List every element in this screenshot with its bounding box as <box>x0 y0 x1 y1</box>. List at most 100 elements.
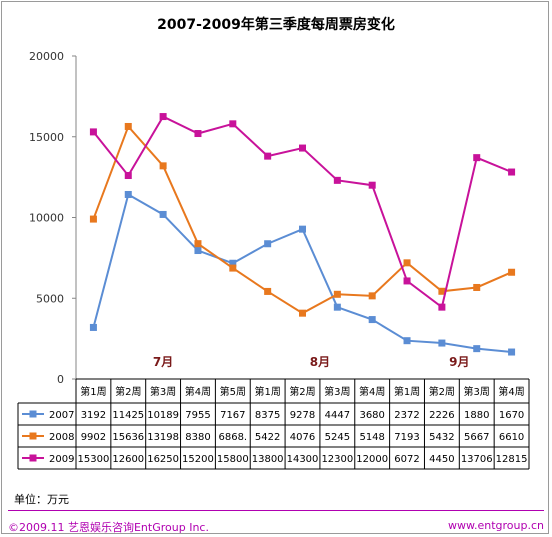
data-label: 12600 <box>112 454 144 465</box>
data-label: 12300 <box>321 454 353 465</box>
data-point-2009 <box>333 176 341 184</box>
data-label: 1880 <box>464 410 489 421</box>
website-link[interactable]: www.entgroup.cn <box>448 519 544 532</box>
month-label: 8月 <box>310 355 330 369</box>
month-label: 7月 <box>153 355 173 369</box>
footer-divider <box>8 510 544 511</box>
data-label: 2226 <box>429 410 454 421</box>
data-label: 3680 <box>359 410 384 421</box>
x-tick-label: 第4周 <box>185 385 211 398</box>
copyright-text: ©2009.11 艺恩娱乐咨询EntGroup Inc. <box>8 521 209 534</box>
data-label: 7167 <box>220 410 245 421</box>
legend-key-marker-2009 <box>29 454 37 462</box>
data-point-2007 <box>89 323 97 331</box>
data-label: 15800 <box>217 454 249 465</box>
data-point-2008 <box>194 240 202 248</box>
data-point-2007 <box>264 240 272 248</box>
x-tick-label: 第4周 <box>359 385 385 398</box>
data-point-2008 <box>333 290 341 298</box>
data-label: 15300 <box>78 454 110 465</box>
data-label: 12000 <box>356 454 388 465</box>
data-point-2008 <box>229 264 237 272</box>
data-label: 4076 <box>290 432 315 443</box>
x-tick-label: 第3周 <box>150 385 176 398</box>
x-tick-label: 第3周 <box>464 385 490 398</box>
data-label: 13800 <box>252 454 284 465</box>
x-tick-label: 第3周 <box>324 385 350 398</box>
x-tick-label: 第2周 <box>289 385 315 398</box>
data-point-2009 <box>229 120 237 128</box>
data-point-2009 <box>473 154 481 162</box>
data-point-2009 <box>508 168 516 176</box>
data-point-2007 <box>368 316 376 324</box>
y-tick-label: 15000 <box>29 131 64 144</box>
data-point-2009 <box>194 130 202 138</box>
x-tick-label: 第1周 <box>394 385 420 398</box>
data-point-2008 <box>508 268 516 276</box>
legend-label: 2007 <box>49 410 74 421</box>
data-label: 5422 <box>255 432 280 443</box>
data-point-2009 <box>89 128 97 136</box>
data-label: 6072 <box>394 454 419 465</box>
data-point-2008 <box>438 287 446 295</box>
series-line-2008 <box>92 124 512 315</box>
month-label: 9月 <box>449 355 469 369</box>
data-label: 9278 <box>290 410 315 421</box>
data-point-2007 <box>473 345 481 353</box>
data-point-2008 <box>403 259 411 267</box>
y-tick-label: 5000 <box>36 292 64 305</box>
data-point-2009 <box>368 181 376 189</box>
data-label: 5667 <box>464 432 489 443</box>
data-label: 5432 <box>429 432 454 443</box>
data-label: 5245 <box>325 432 350 443</box>
y-tick-label: 10000 <box>29 212 64 225</box>
data-label: 16250 <box>147 454 179 465</box>
data-point-2007 <box>508 348 516 356</box>
data-label: 8380 <box>185 432 210 443</box>
x-tick-label: 第5周 <box>220 385 246 398</box>
data-point-2009 <box>264 152 272 160</box>
chart-title: 2007-2009年第三季度每周票房变化 <box>157 16 395 33</box>
data-label: 4450 <box>429 454 454 465</box>
data-point-2008 <box>473 283 481 291</box>
x-tick-label: 第1周 <box>80 385 106 398</box>
legend-key-marker-2008 <box>29 432 37 440</box>
data-point-2008 <box>299 309 306 317</box>
data-point-2007 <box>124 190 132 198</box>
data-label: 12815 <box>496 454 528 465</box>
data-point-2009 <box>124 172 132 180</box>
data-label: 11425 <box>112 410 144 421</box>
data-point-2008 <box>368 292 376 300</box>
data-point-2009 <box>403 277 411 285</box>
y-tick-label: 0 <box>57 373 64 386</box>
data-label: 10189 <box>147 410 179 421</box>
data-label: 6610 <box>499 432 524 443</box>
data-point-2009 <box>159 113 167 121</box>
legend-label: 2008 <box>49 432 74 443</box>
data-label: 7193 <box>394 432 419 443</box>
data-point-2009 <box>438 303 446 311</box>
data-point-2008 <box>264 287 272 295</box>
data-point-2007 <box>299 225 306 233</box>
x-tick-label: 第2周 <box>429 385 455 398</box>
data-point-2007 <box>403 337 411 345</box>
data-label: 4447 <box>325 410 350 421</box>
data-point-2007 <box>438 339 446 347</box>
data-label: 13198 <box>147 432 179 443</box>
legend-label: 2009 <box>49 454 74 465</box>
data-label: 3192 <box>81 410 106 421</box>
data-label: 13706 <box>461 454 493 465</box>
data-label: 7955 <box>185 410 210 421</box>
data-point-2007 <box>333 303 341 311</box>
data-label: 9902 <box>81 432 106 443</box>
data-label: 2372 <box>394 410 419 421</box>
data-label: 5148 <box>359 432 384 443</box>
legend-key-marker-2007 <box>29 410 37 418</box>
data-point-2008 <box>159 162 167 170</box>
data-label: 15636 <box>112 432 144 443</box>
x-tick-label: 第2周 <box>115 385 141 398</box>
x-tick-label: 第1周 <box>254 385 280 398</box>
data-label: 14300 <box>287 454 319 465</box>
